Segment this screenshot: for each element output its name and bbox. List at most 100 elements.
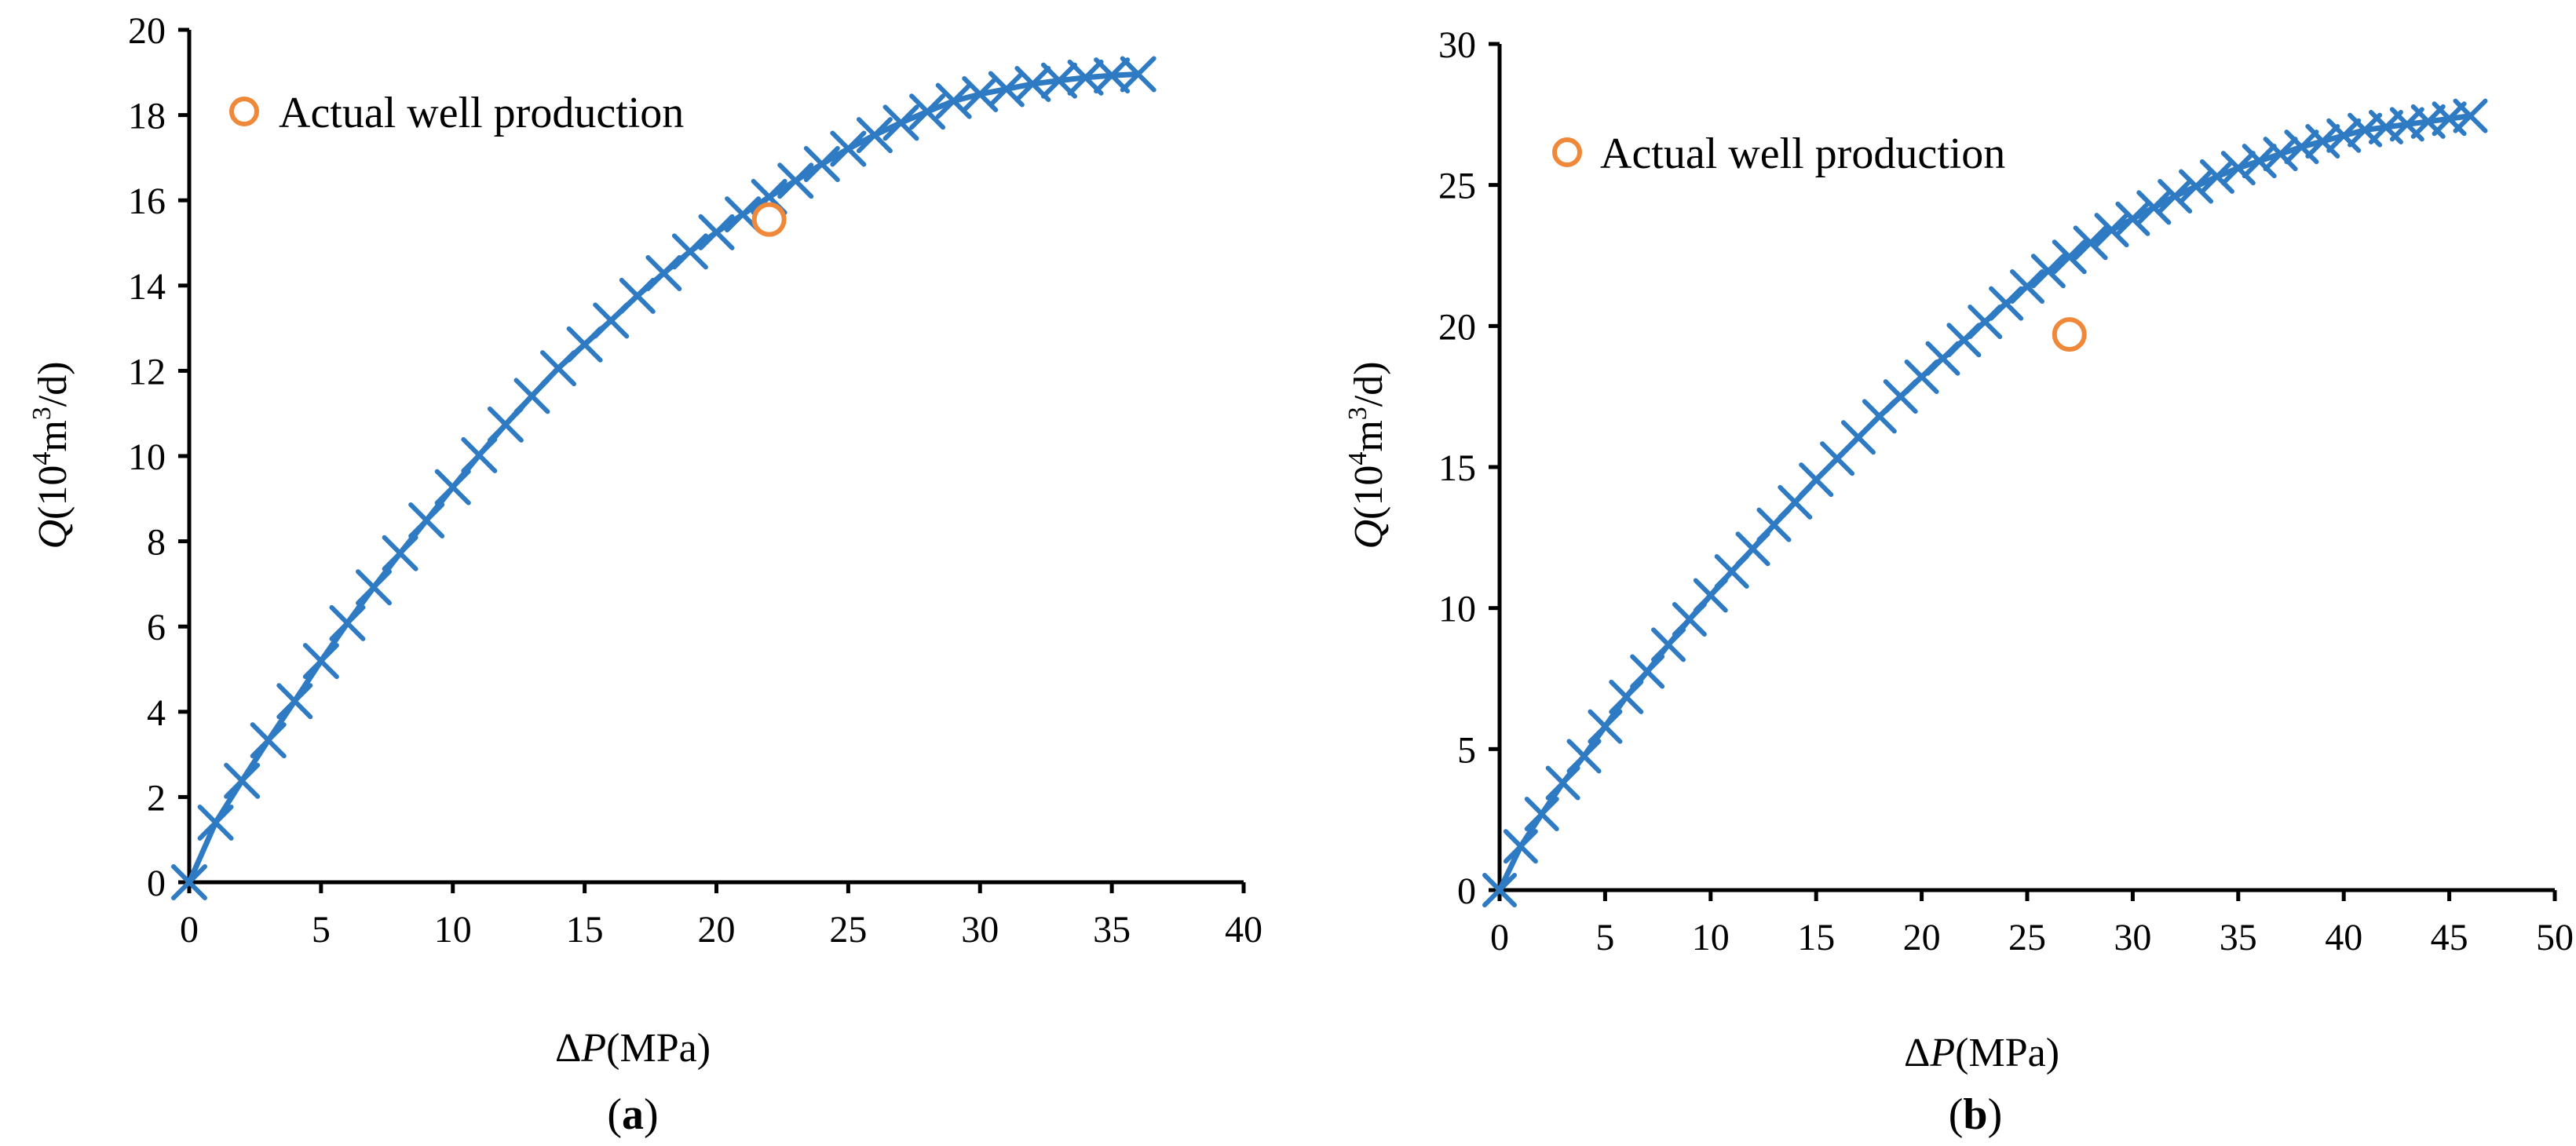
model-point-marker — [2179, 169, 2214, 204]
x-tick-label: 0 — [1490, 917, 1509, 958]
x-axis-title: ΔP(MPa) — [1904, 1031, 2059, 1075]
y-tick-label: 5 — [1457, 729, 1476, 771]
x-tick-label: 35 — [1093, 909, 1131, 951]
model-point-marker — [2305, 123, 2340, 159]
x-tick-label: 50 — [2536, 917, 2574, 958]
model-point-marker — [2242, 144, 2277, 179]
y-tick-label: 25 — [1438, 166, 1476, 207]
chart-panel-a: 0 2 4 6 8 10 12 14 16 18 20 0 5 10 15 20 25 30 35 40 Actua… — [27, 10, 1262, 1139]
model-point-marker — [329, 604, 366, 641]
model-point-marker — [356, 569, 393, 606]
model-point-marker — [2052, 239, 2087, 275]
x-tick-label: 35 — [2220, 917, 2257, 958]
model-point-marker — [1503, 829, 1538, 864]
model-point-marker — [671, 233, 708, 270]
model-curve-line — [186, 71, 1142, 885]
y-tick-label: 0 — [147, 863, 166, 904]
chart-panel-b: 0 5 10 15 20 25 30 0 5 10 15 20 25 30 35 40 45 50 Actual… — [1343, 24, 2574, 1139]
model-point-marker — [1094, 57, 1131, 94]
model-curve-line — [1496, 113, 2473, 893]
y-tick-label: 18 — [128, 96, 166, 137]
x-tick-label: 5 — [1595, 917, 1614, 958]
model-point-marker — [461, 436, 498, 473]
model-point-marker — [1566, 739, 1602, 774]
model-point-marker — [909, 93, 946, 130]
y-tick-label: 30 — [1438, 24, 1476, 66]
model-point-marker — [2030, 254, 2066, 289]
model-point-marker — [1524, 796, 1559, 831]
x-tick-label: 30 — [2114, 917, 2151, 958]
model-point-marker — [2158, 179, 2193, 214]
legend-label-actual: Actual well production — [279, 89, 684, 137]
x-tick-label: 20 — [698, 909, 736, 951]
y-tick-label: 10 — [128, 436, 166, 478]
y-tick-label: 12 — [128, 351, 166, 392]
model-point-marker — [1482, 873, 1517, 907]
y-tick-label: 16 — [128, 181, 166, 222]
model-point-marker — [856, 117, 893, 154]
model-point-marker — [1651, 627, 1686, 662]
actual-production-point — [2052, 317, 2087, 352]
model-point-marker — [2220, 151, 2256, 186]
model-point-marker — [698, 214, 735, 250]
model-point-marker — [619, 277, 656, 314]
model-point-marker — [408, 502, 445, 538]
x-tick-label: 15 — [1797, 917, 1835, 958]
panel-caption-a: (a) — [607, 1090, 658, 1139]
panel-caption-b: (b) — [1949, 1090, 2002, 1139]
y-tick-label: 20 — [128, 10, 166, 52]
model-point-marker — [434, 469, 471, 505]
legend: Actual well production — [1552, 130, 2005, 178]
model-point-marker — [2115, 201, 2150, 236]
y-axis-title: Q(104m3/d) — [1343, 361, 1391, 549]
model-point-marker — [250, 722, 287, 759]
model-point-marker — [224, 762, 261, 799]
y-tick-label: 4 — [147, 692, 166, 734]
model-point-marker — [1989, 286, 2024, 321]
model-point-marker — [197, 804, 234, 841]
y-tick-label: 10 — [1438, 589, 1476, 630]
y-tick-label: 8 — [147, 522, 166, 564]
model-point-marker — [830, 130, 867, 167]
y-tick-label: 0 — [1457, 870, 1476, 912]
y-tick-label: 2 — [147, 777, 166, 819]
x-tick-label: 15 — [566, 909, 604, 951]
model-point-marker — [382, 535, 418, 571]
x-tick-label: 25 — [829, 909, 867, 951]
model-point-marker — [777, 162, 814, 199]
model-point-marker — [803, 146, 840, 183]
model-point-marker — [1588, 709, 1623, 744]
model-point-marker — [1609, 679, 1644, 714]
model-point-marker — [2199, 159, 2234, 194]
legend-label-actual: Actual well production — [1600, 130, 2005, 178]
x-tick-label: 40 — [2325, 917, 2362, 958]
x-tick-label: 45 — [2431, 917, 2468, 958]
model-point-marker — [2284, 130, 2319, 165]
model-point-marker — [2263, 137, 2298, 172]
y-tick-label: 6 — [147, 607, 166, 648]
model-point-marker — [2136, 190, 2172, 225]
x-tick-label: 10 — [434, 909, 472, 951]
model-point-marker — [2094, 213, 2129, 248]
x-axis-title: ΔP(MPa) — [555, 1026, 711, 1071]
x-tick-label: 30 — [961, 909, 999, 951]
model-point-marker — [171, 864, 207, 900]
model-point-marker — [1120, 56, 1156, 93]
model-point-marker — [1630, 654, 1665, 689]
actual-production-point — [751, 202, 787, 237]
legend-marker-actual — [1552, 137, 1582, 167]
model-point-marker — [2073, 225, 2108, 261]
y-tick-label: 15 — [1438, 447, 1476, 489]
model-point-marker — [2010, 269, 2044, 305]
model-point-marker — [276, 683, 313, 720]
model-point-marker — [2453, 98, 2488, 133]
model-point-marker — [1545, 765, 1580, 801]
x-tick-label: 0 — [180, 909, 199, 951]
x-tick-label: 5 — [312, 909, 331, 951]
model-point-marker — [882, 104, 919, 141]
x-tick-label: 40 — [1225, 909, 1262, 951]
x-tick-label: 20 — [1903, 917, 1941, 958]
y-tick-label: 14 — [128, 266, 166, 308]
legend: Actual well production — [229, 89, 684, 137]
